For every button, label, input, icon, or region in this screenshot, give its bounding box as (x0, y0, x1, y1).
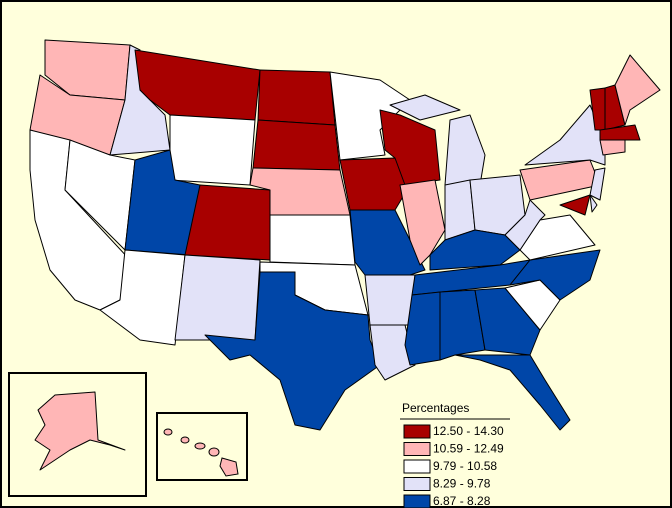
legend-label: 10.59 - 12.49 (433, 442, 504, 456)
legend-title: Percentages (402, 401, 469, 415)
hawaii-inset (156, 412, 248, 481)
legend-label: 12.50 - 14.30 (433, 424, 504, 438)
legend-label: 8.29 - 9.78 (433, 477, 491, 491)
legend-label: 6.87 - 8.28 (433, 494, 491, 508)
legend-swatch (403, 459, 431, 474)
alaska-inset (8, 372, 147, 497)
states (29, 39, 661, 431)
alaska (34, 391, 126, 471)
legend-swatch (403, 494, 431, 508)
legend-swatch (403, 424, 431, 439)
legend-swatch (403, 477, 431, 491)
legend: Percentages 12.50 - 14.30 10.59 - 12.49 9.… (400, 401, 510, 508)
hawaii (163, 428, 239, 477)
legend-label: 9.79 - 10.58 (433, 459, 497, 473)
legend-swatch (403, 442, 431, 456)
